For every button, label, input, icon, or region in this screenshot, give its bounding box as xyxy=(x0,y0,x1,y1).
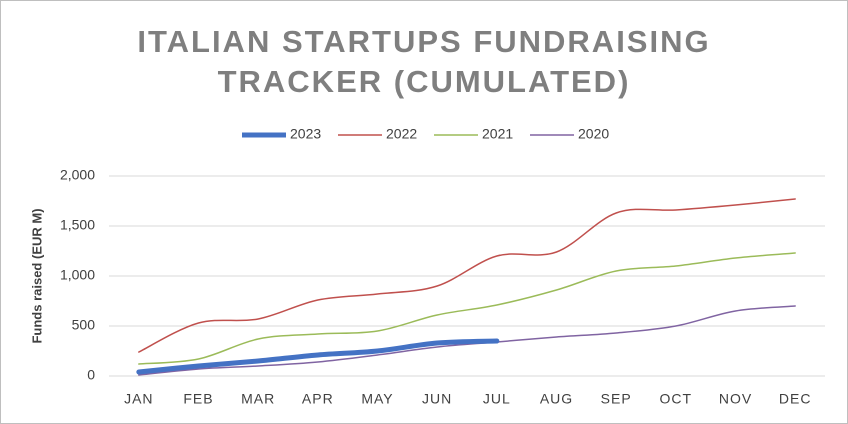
series-line xyxy=(138,252,796,365)
x-tick-label: NOV xyxy=(719,391,752,407)
x-tick-label: FEB xyxy=(183,391,213,407)
legend-label: 2020 xyxy=(578,126,609,142)
x-tick-label: JAN xyxy=(124,391,153,407)
x-tick-label: JUL xyxy=(483,391,511,407)
x-tick-label: APR xyxy=(302,391,334,407)
x-tick-label: JUN xyxy=(422,391,452,407)
series-line xyxy=(138,305,796,376)
x-tick-label: DEC xyxy=(779,391,812,407)
legend-label: 2022 xyxy=(386,126,417,142)
y-tick-label: 2,000 xyxy=(60,167,95,183)
y-tick-label: 500 xyxy=(72,317,96,333)
x-tick-label: OCT xyxy=(660,391,693,407)
series-line xyxy=(138,198,796,353)
y-tick-label: 0 xyxy=(87,367,95,383)
chart-title: ITALIAN STARTUPS FUNDRAISING xyxy=(137,24,710,59)
chart-title: TRACKER (CUMULATED) xyxy=(218,64,631,99)
y-axis-label: Funds raised (EUR M) xyxy=(29,208,44,343)
series-line xyxy=(136,338,500,375)
legend-label: 2023 xyxy=(290,126,321,142)
x-tick-label: MAR xyxy=(241,391,275,407)
y-tick-label: 1,500 xyxy=(60,217,95,233)
x-tick-label: AUG xyxy=(540,391,573,407)
legend-label: 2021 xyxy=(482,126,513,142)
y-tick-label: 1,000 xyxy=(60,267,95,283)
x-tick-label: SEP xyxy=(601,391,632,407)
x-tick-label: MAY xyxy=(361,391,393,407)
